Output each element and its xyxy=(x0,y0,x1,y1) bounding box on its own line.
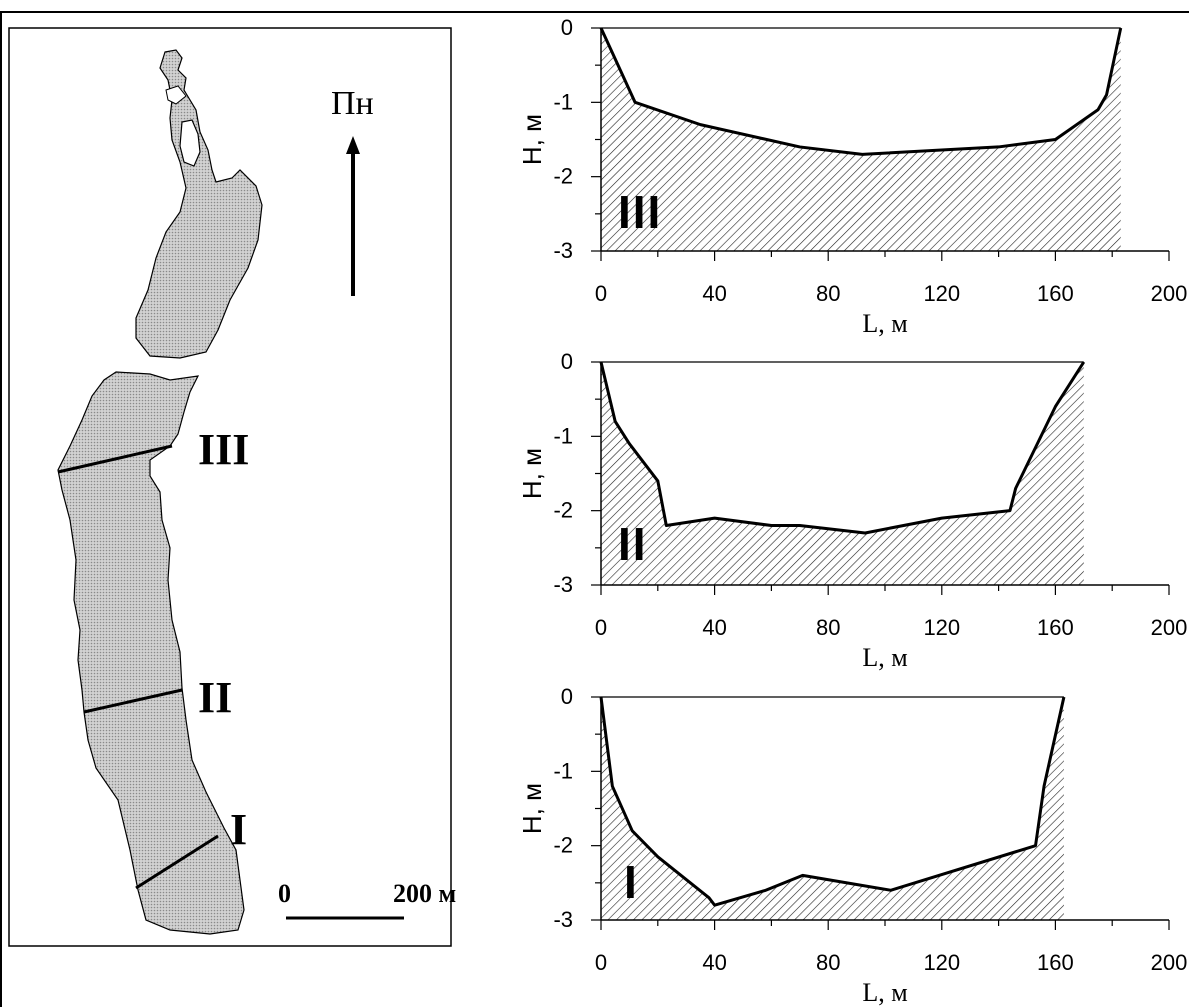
x-tick-label: 200 xyxy=(1151,615,1188,640)
map-section-label-II: II xyxy=(198,673,232,722)
lake-north-island xyxy=(179,119,201,167)
map-panel: III II I Пн 0 200 м xyxy=(8,27,456,947)
x-tick-label: 40 xyxy=(702,615,726,640)
profile-chart-II: 0 40 80 120 160 200 0 -1 -2 -3 L, м H, м II xyxy=(517,349,1187,672)
lake-south-shape xyxy=(57,371,245,935)
x-axis-label: L, м xyxy=(862,309,907,338)
x-tick-label: 120 xyxy=(923,281,960,306)
y-tick-label: 0 xyxy=(561,349,573,374)
y-tick-label: -3 xyxy=(553,238,573,263)
x-tick-label: 160 xyxy=(1037,281,1074,306)
y-tick-label: 0 xyxy=(561,684,573,709)
y-tick-label: 0 xyxy=(561,15,573,40)
y-tick-label: -2 xyxy=(553,833,573,858)
profile-area-II xyxy=(601,362,1084,585)
map-section-label-III: III xyxy=(198,425,249,474)
x-tick-label: 200 xyxy=(1151,281,1188,306)
x-tick-label: 80 xyxy=(816,615,840,640)
x-tick-label: 40 xyxy=(702,950,726,975)
x-tick-label: 160 xyxy=(1037,615,1074,640)
x-tick-label: 120 xyxy=(923,950,960,975)
y-tick-label: -2 xyxy=(553,164,573,189)
y-tick-label: -3 xyxy=(553,907,573,932)
north-arrow-head-icon xyxy=(346,136,360,154)
profile-area-III xyxy=(601,28,1121,251)
profile-chart-III: 0 40 80 120 160 200 0 -1 -2 -3 L, м H, м III xyxy=(517,15,1187,338)
x-tick-label: 0 xyxy=(595,281,607,306)
lake-north-inlet xyxy=(165,85,187,105)
profile-line-III xyxy=(599,27,1123,156)
profile-area-I xyxy=(601,697,1064,920)
profile-line-I xyxy=(599,696,1066,907)
x-tick-label: 80 xyxy=(816,281,840,306)
x-tick-label: 200 xyxy=(1151,950,1188,975)
chart-section-label-III: III xyxy=(618,186,662,238)
x-axis-label: L, м xyxy=(862,643,907,672)
x-tick-label: 120 xyxy=(923,615,960,640)
x-tick-label: 0 xyxy=(595,950,607,975)
y-tick-label: -1 xyxy=(553,423,573,448)
profile-line-II xyxy=(599,361,1086,535)
y-axis-label: H, м xyxy=(517,114,547,165)
scale-start-label: 0 xyxy=(278,879,291,908)
y-tick-label: -1 xyxy=(553,89,573,114)
y-tick-label: -3 xyxy=(553,572,573,597)
x-tick-label: 40 xyxy=(702,281,726,306)
x-tick-label: 0 xyxy=(595,615,607,640)
y-tick-label: -1 xyxy=(553,758,573,783)
section-line-II xyxy=(83,688,183,714)
lake-north-shape xyxy=(135,49,263,359)
north-label: Пн xyxy=(331,85,374,122)
x-axis-label: L, м xyxy=(862,978,907,1007)
section-line-I xyxy=(135,834,219,890)
y-axis-label: H, м xyxy=(517,783,547,834)
x-tick-label: 80 xyxy=(816,950,840,975)
x-tick-label: 160 xyxy=(1037,950,1074,975)
y-tick-label: -2 xyxy=(553,498,573,523)
map-section-label-I: I xyxy=(230,805,247,854)
y-axis-label: H, м xyxy=(517,448,547,499)
scale-end-label: 200 м xyxy=(393,879,456,908)
profile-chart-I: 0 40 80 120 160 200 0 -1 -2 -3 L, м H, м I xyxy=(517,684,1187,1007)
chart-section-label-II: II xyxy=(618,518,648,570)
chart-section-label-I: I xyxy=(624,856,639,908)
section-line-III xyxy=(57,444,173,474)
